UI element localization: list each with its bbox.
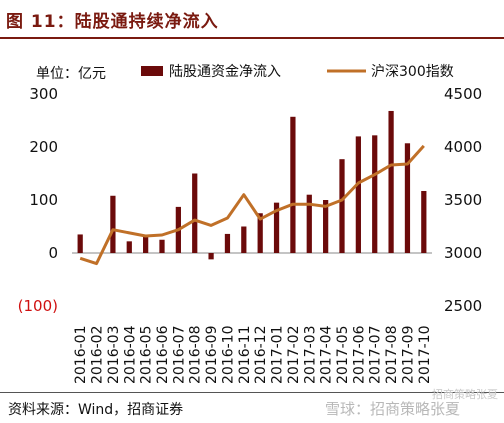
- left-tick-label: 100: [29, 191, 58, 209]
- bar-2017-08: [388, 110, 394, 254]
- bar-2016-08: [192, 173, 198, 253]
- x-tick-label: 2016-04: [122, 325, 138, 384]
- right-tick-label: 3000: [444, 244, 482, 262]
- bar-2017-06: [355, 136, 361, 253]
- x-tick-label: 2017-01: [270, 326, 286, 385]
- bar-2017-07: [372, 135, 378, 253]
- legend-swatch-bars: [141, 66, 163, 76]
- bar-2016-12: [257, 213, 263, 253]
- x-tick-label: 2016-06: [155, 325, 171, 384]
- x-tick-label: 2017-06: [351, 325, 367, 384]
- watermark: 雪球：招商策略张夏: [325, 400, 461, 418]
- figure-title: 图 11：陆股通持续净流入: [6, 12, 219, 32]
- title-bar: 图 11：陆股通持续净流入: [0, 0, 504, 40]
- line-hs300: [79, 144, 425, 266]
- right-tick-label: 3500: [444, 191, 482, 209]
- bar-2016-05: [143, 235, 149, 253]
- x-tick-label: 2017-05: [335, 326, 351, 385]
- chart: 单位：亿元 陆股通资金净流入 沪深300指数 (100) 0 100 200 300 25…: [18, 64, 483, 384]
- bar-2017-05: [339, 159, 345, 253]
- bar-2017-02: [290, 116, 296, 253]
- x-tick-label: 2017-10: [417, 326, 433, 385]
- x-tick-label: 2016-08: [188, 326, 204, 385]
- x-tick-label: 2016-02: [90, 326, 106, 385]
- x-tick-label: 2017-04: [319, 325, 335, 384]
- left-tick-label: 0: [48, 244, 58, 262]
- right-tick-label: 2500: [444, 297, 482, 315]
- bar-2016-11: [241, 226, 247, 253]
- bar-2016-03: [110, 195, 116, 253]
- axes: (100) 0 100 200 300 2500 3000 3500 4000 4500: [18, 85, 483, 315]
- source-rule: [0, 392, 504, 393]
- x-tick-label: 2016-03: [106, 326, 122, 385]
- x-tick-label: 2017-08: [384, 326, 400, 385]
- bar-2017-01: [273, 202, 280, 253]
- x-tick-label: 2016-01: [73, 326, 89, 385]
- x-tick-label: 2016-12: [253, 326, 269, 385]
- x-tick-labels: 2016-01 2016-02 2016-03 2016-04 2016-05 2016-…: [73, 325, 433, 384]
- left-tick-label: (100): [18, 297, 58, 315]
- bar-2017-04: [323, 200, 329, 253]
- bar-2016-06: [159, 239, 165, 253]
- x-tick-label: 2016-11: [237, 326, 253, 385]
- bar-2016-10: [224, 233, 231, 253]
- legend-label-bars: 陆股通资金净流入: [169, 64, 281, 80]
- x-tick-label: 2016-05: [139, 326, 155, 385]
- bar-2017-10: [421, 190, 427, 253]
- x-tick-label: 2017-07: [368, 326, 384, 385]
- watermark-small: 招商策略张夏: [432, 388, 498, 401]
- right-tick-label: 4000: [444, 138, 482, 156]
- bar-2016-09: [208, 253, 214, 260]
- x-tick-label: 2016-09: [204, 326, 220, 385]
- right-tick-label: 4500: [444, 85, 482, 103]
- title-rule: [0, 37, 504, 39]
- left-tick-label: 200: [29, 138, 58, 156]
- line-series: [79, 144, 425, 266]
- legend-label-line: 沪深300指数: [371, 64, 454, 80]
- bar-2016-01: [77, 234, 83, 253]
- x-tick-label: 2017-03: [302, 326, 318, 385]
- source-note: 资料来源：Wind，招商证券: [8, 402, 184, 418]
- bar-2017-03: [306, 194, 312, 253]
- bar-series: [77, 110, 427, 260]
- x-tick-label: 2016-07: [171, 326, 187, 385]
- legend: 陆股通资金净流入 沪深300指数: [141, 64, 454, 80]
- x-tick-label: 2017-02: [286, 326, 302, 385]
- bar-2017-09: [404, 143, 411, 253]
- left-tick-label: 300: [29, 85, 58, 103]
- unit-label: 单位：亿元: [36, 66, 106, 82]
- x-tick-label: 2017-09: [400, 326, 416, 385]
- bar-2016-04: [126, 241, 132, 253]
- x-tick-label: 2016-10: [220, 326, 236, 385]
